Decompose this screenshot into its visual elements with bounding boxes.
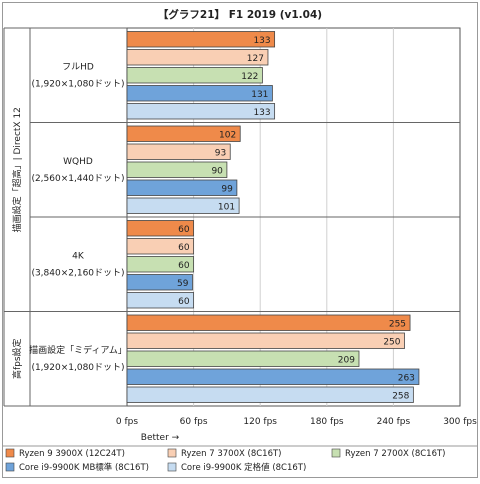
- legend-swatch: [167, 462, 177, 472]
- bar: [126, 350, 360, 367]
- bar: [126, 49, 269, 66]
- bar-value-label: 60: [178, 225, 190, 235]
- x-tick-label: 240 fps: [377, 417, 411, 427]
- bar: [126, 220, 194, 237]
- bar-value-label: 59: [177, 279, 189, 289]
- x-axis-label: Better →: [141, 433, 180, 443]
- legend-swatch: [167, 448, 177, 458]
- bar-value-label: 122: [241, 72, 258, 82]
- bar: [126, 85, 273, 102]
- legend-label: Core i9-9900K 定格値 (8C16T): [181, 462, 306, 473]
- group-label: 高fps設定: [11, 338, 23, 379]
- bar: [126, 292, 194, 309]
- legend-swatch: [5, 448, 15, 458]
- bar: [126, 332, 405, 349]
- bar-value-label: 99: [221, 184, 233, 194]
- bar-value-label: 133: [253, 108, 270, 118]
- x-tick-label: 120 fps: [243, 417, 277, 427]
- x-tick-label: 180 fps: [310, 417, 344, 427]
- category-label: 描画設定「ミディアム」: [29, 344, 127, 356]
- bar: [126, 31, 276, 48]
- bar-value-label: 131: [251, 90, 268, 100]
- bar: [126, 238, 194, 255]
- legend-swatch: [5, 462, 15, 472]
- bar-value-label: 60: [178, 261, 190, 271]
- bar: [126, 386, 414, 403]
- bar-value-label: 209: [338, 355, 355, 365]
- x-tick-label: 60 fps: [180, 417, 208, 427]
- category-label: (3,840×2,160ドット): [31, 268, 124, 278]
- bar: [126, 197, 240, 214]
- group-label: 描画設定「超高」| DirectX 12: [11, 107, 23, 232]
- bar: [126, 161, 228, 178]
- bar-value-label: 90: [211, 166, 223, 176]
- bar-value-label: 127: [247, 54, 264, 64]
- category-label: (2,560×1,440ドット): [31, 174, 124, 184]
- category-label: WQHD: [63, 157, 93, 167]
- bar: [126, 125, 241, 142]
- bar: [126, 103, 276, 120]
- legend-label: Ryzen 7 3700X (8C16T): [181, 449, 282, 459]
- bar: [126, 256, 194, 273]
- category-label: (1,920×1,080ドット): [31, 79, 124, 89]
- bar-value-label: 93: [215, 148, 226, 158]
- legend-label: Ryzen 7 2700X (8C16T): [345, 449, 446, 459]
- bar: [126, 67, 263, 84]
- category-label: 4K: [72, 251, 85, 261]
- x-tick-label: 0 fps: [116, 417, 138, 427]
- bar-value-label: 60: [178, 297, 190, 307]
- bar-value-label: 255: [389, 319, 406, 329]
- bar-value-label: 133: [253, 36, 270, 46]
- bar-value-label: 102: [219, 130, 236, 140]
- bar-value-label: 250: [383, 337, 400, 347]
- category-label: フルHD: [62, 62, 94, 72]
- category-label: (1,920×1,080ドット): [31, 363, 124, 373]
- bar: [126, 314, 411, 331]
- bar-value-label: 263: [398, 373, 415, 383]
- bar: [126, 179, 238, 196]
- legend-label: Ryzen 9 3900X (12C24T): [19, 449, 125, 459]
- legend-swatch: [331, 448, 341, 458]
- legend-label: Core i9-9900K MB標準 (8C16T): [19, 462, 149, 473]
- bar-value-label: 258: [392, 391, 409, 401]
- bar: [126, 368, 420, 385]
- bar: [126, 274, 193, 291]
- bar: [126, 143, 231, 160]
- bar-value-label: 101: [218, 202, 235, 212]
- x-tick-label: 300 fps: [443, 417, 477, 427]
- bar-value-label: 60: [178, 243, 190, 253]
- chart-title: 【グラフ21】 F1 2019 (v1.04): [158, 8, 322, 21]
